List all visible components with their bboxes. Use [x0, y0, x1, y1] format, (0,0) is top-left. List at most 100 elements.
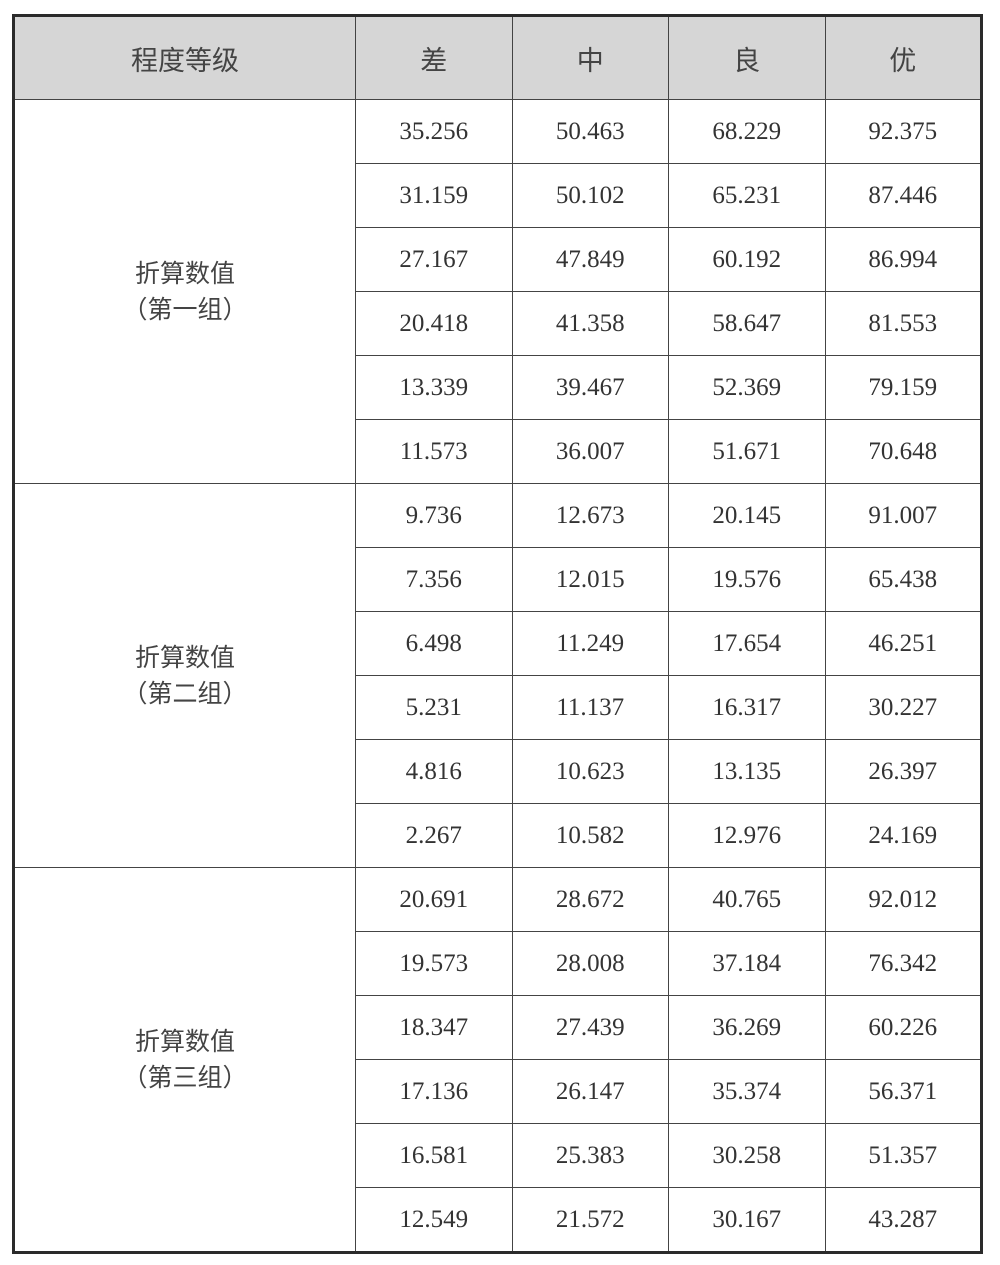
- table-cell: 17.654: [668, 611, 826, 676]
- table-row: 6.498 11.249 17.654 46.251: [14, 611, 982, 676]
- group-label-line2: （第二组）: [122, 678, 248, 708]
- table-cell: 70.648: [824, 419, 982, 484]
- table-cell: 47.849: [511, 227, 669, 292]
- table-row: 4.816 10.623 13.135 26.397: [14, 739, 982, 804]
- table-cell: 92.375: [824, 99, 982, 164]
- data-table: 程度等级 差 中 良 优 折算数值 （第一组） 35.256 50.463 68.229…: [12, 14, 983, 1254]
- group-label-line2: （第一组）: [122, 294, 248, 324]
- table-cell: 12.015: [511, 547, 669, 612]
- table-row: 12.549 21.572 30.167 43.287: [14, 1187, 982, 1253]
- table-cell: 76.342: [824, 931, 982, 996]
- table-cell: 50.463: [511, 99, 669, 164]
- table-cell: 92.012: [824, 867, 982, 932]
- header-medium: 中: [511, 15, 669, 100]
- table-cell: 46.251: [824, 611, 982, 676]
- group-label-line1: 折算数值: [134, 642, 235, 672]
- table-cell: 31.159: [355, 163, 513, 228]
- group-label-line2: （第三组）: [122, 1062, 248, 1092]
- header-grade-level: 程度等级: [13, 15, 356, 100]
- table-cell: 87.446: [824, 163, 982, 228]
- table-cell: 50.102: [511, 163, 669, 228]
- group-label: 折算数值 （第二组）: [13, 483, 356, 868]
- table-row: 11.573 36.007 51.671 70.648: [14, 419, 982, 484]
- table-cell: 10.623: [511, 739, 669, 804]
- table-cell: 24.169: [824, 803, 982, 868]
- table-cell: 27.439: [511, 995, 669, 1060]
- table-cell: 20.691: [355, 867, 513, 932]
- table-cell: 26.397: [824, 739, 982, 804]
- table-row: 2.267 10.582 12.976 24.169: [14, 803, 982, 868]
- table-cell: 12.673: [511, 483, 669, 548]
- table-cell: 5.231: [355, 675, 513, 740]
- table-cell: 2.267: [355, 803, 513, 868]
- table-cell: 37.184: [668, 931, 826, 996]
- table-cell: 36.269: [668, 995, 826, 1060]
- table-cell: 28.008: [511, 931, 669, 996]
- table-cell: 52.369: [668, 355, 826, 420]
- table-cell: 51.357: [824, 1123, 982, 1188]
- group-label-line1: 折算数值: [134, 1026, 235, 1056]
- table-cell: 40.765: [668, 867, 826, 932]
- table-cell: 36.007: [511, 419, 669, 484]
- table-cell: 11.137: [511, 675, 669, 740]
- table-cell: 58.647: [668, 291, 826, 356]
- table-cell: 11.573: [355, 419, 513, 484]
- table-cell: 35.256: [355, 99, 513, 164]
- table-cell: 60.192: [668, 227, 826, 292]
- table-cell: 79.159: [824, 355, 982, 420]
- table-row: 18.347 27.439 36.269 60.226: [14, 995, 982, 1060]
- table-cell: 43.287: [824, 1187, 982, 1253]
- table-cell: 18.347: [355, 995, 513, 1060]
- table-row: 7.356 12.015 19.576 65.438: [14, 547, 982, 612]
- table-cell: 12.976: [668, 803, 826, 868]
- table-cell: 60.226: [824, 995, 982, 1060]
- table-cell: 41.358: [511, 291, 669, 356]
- table-cell: 86.994: [824, 227, 982, 292]
- table-row: 13.339 39.467 52.369 79.159: [14, 355, 982, 420]
- header-row: 程度等级 差 中 良 优: [13, 15, 982, 100]
- table-cell: 28.672: [511, 867, 669, 932]
- table-cell: 56.371: [824, 1059, 982, 1124]
- table-row: 16.581 25.383 30.258 51.357: [14, 1123, 982, 1188]
- table-cell: 16.581: [355, 1123, 513, 1188]
- table-row: 折算数值 （第一组） 35.256 50.463 68.229 92.375: [13, 99, 982, 484]
- header-good: 良: [668, 15, 826, 100]
- table-cell: 81.553: [824, 291, 982, 356]
- table-row: 20.418 41.358 58.647 81.553: [14, 291, 982, 356]
- table-cell: 65.438: [824, 547, 982, 612]
- table-cell: 20.418: [355, 291, 513, 356]
- table-cell: 30.227: [824, 675, 982, 740]
- table-cell: 51.671: [668, 419, 826, 484]
- table-cell: 6.498: [355, 611, 513, 676]
- table-cell: 4.816: [355, 739, 513, 804]
- table-cell: 68.229: [668, 99, 826, 164]
- table-cell: 65.231: [668, 163, 826, 228]
- table-cell: 12.549: [355, 1187, 513, 1253]
- table-cell: 11.249: [511, 611, 669, 676]
- table-row: 19.573 28.008 37.184 76.342: [14, 931, 982, 996]
- table-cell: 35.374: [668, 1059, 826, 1124]
- table-cell: 19.573: [355, 931, 513, 996]
- table-cell: 7.356: [355, 547, 513, 612]
- table-row: 27.167 47.849 60.192 86.994: [14, 227, 982, 292]
- table-cell: 26.147: [511, 1059, 669, 1124]
- group-label: 折算数值 （第三组）: [13, 867, 356, 1253]
- table-cell: 20.145: [668, 483, 826, 548]
- table-row: 折算数值 （第三组） 20.691 28.672 40.765 92.012: [13, 867, 982, 1253]
- table-cell: 13.135: [668, 739, 826, 804]
- table-cell: 27.167: [355, 227, 513, 292]
- group-label: 折算数值 （第一组）: [13, 99, 356, 484]
- table-cell: 9.736: [355, 483, 513, 548]
- table-cell: 19.576: [668, 547, 826, 612]
- header-poor: 差: [355, 15, 513, 100]
- header-excellent: 优: [824, 15, 982, 100]
- table-row: 折算数值 （第二组） 9.736 12.673 20.145 91.007: [13, 483, 982, 868]
- table-cell: 39.467: [511, 355, 669, 420]
- table-cell: 16.317: [668, 675, 826, 740]
- table-cell: 13.339: [355, 355, 513, 420]
- group-label-line1: 折算数值: [134, 258, 235, 288]
- table-cell: 91.007: [824, 483, 982, 548]
- table-cell: 17.136: [355, 1059, 513, 1124]
- table-cell: 30.167: [668, 1187, 826, 1253]
- table-cell: 21.572: [511, 1187, 669, 1253]
